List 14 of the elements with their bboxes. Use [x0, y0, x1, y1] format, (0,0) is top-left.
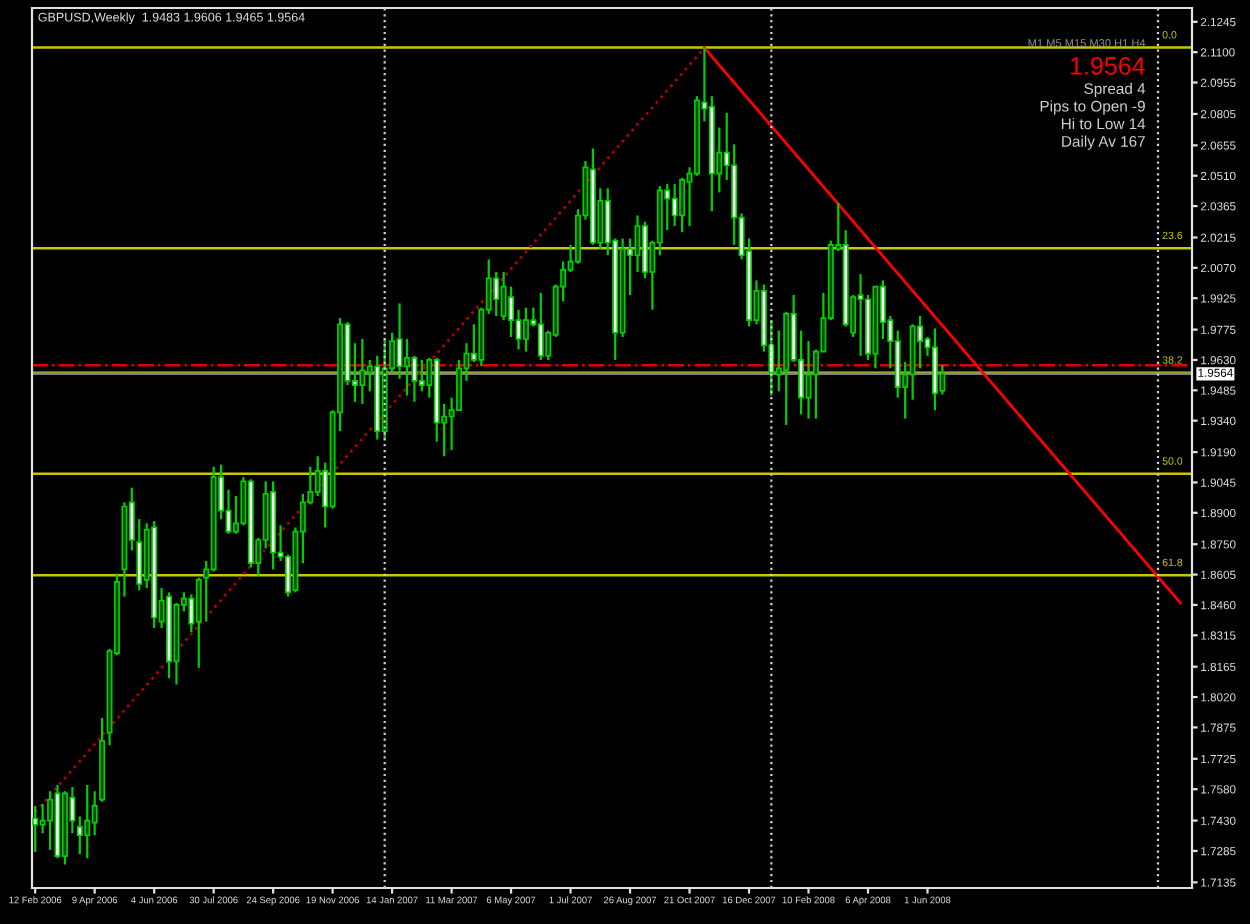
- candlestick: [404, 337, 410, 397]
- candlestick: [359, 337, 366, 406]
- candlestick: [671, 182, 678, 228]
- candlestick: [522, 306, 529, 353]
- candlestick: [917, 314, 924, 370]
- candlestick: [857, 273, 864, 357]
- candlestick: [931, 327, 938, 412]
- candlestick: [493, 270, 500, 318]
- candlestick: [76, 815, 83, 856]
- annotation: 1.9564: [1071, 57, 1145, 75]
- candlestick: [32, 804, 39, 854]
- candlestick: [47, 790, 54, 851]
- candlestick: [84, 783, 91, 860]
- candlestick: [537, 291, 544, 362]
